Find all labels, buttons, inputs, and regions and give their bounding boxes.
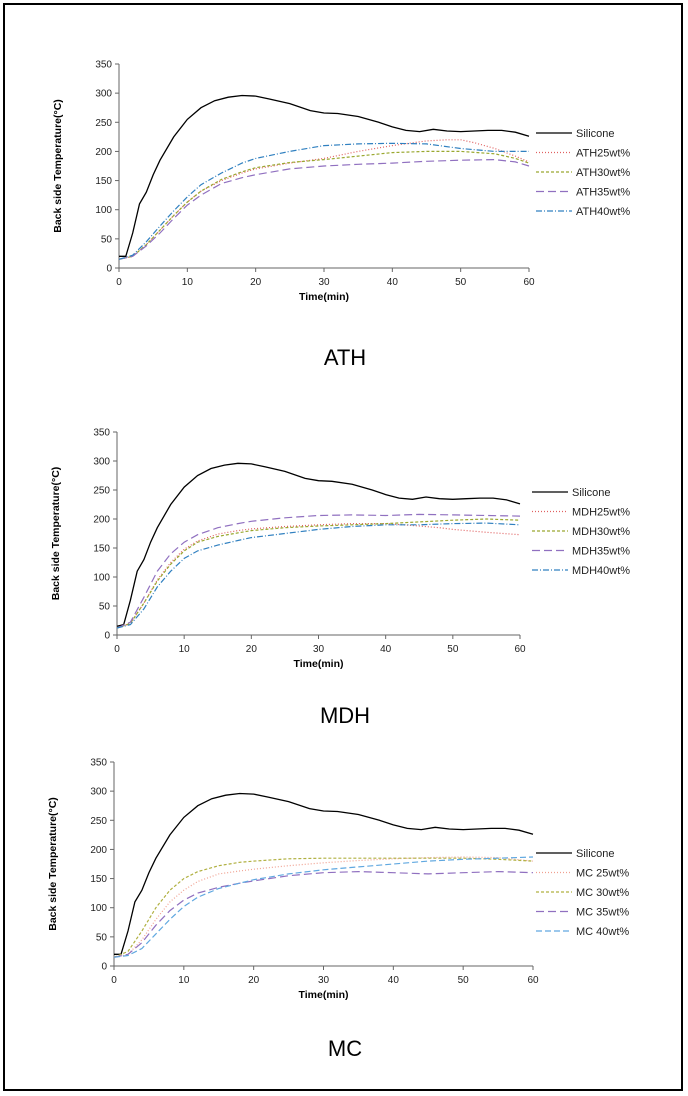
series-line-1 [116,462,521,627]
series-line-5 [118,142,529,260]
x-tick-label: 50 [455,277,467,288]
x-tick-label: 30 [313,644,325,655]
series-line-4 [116,513,521,629]
x-tick-label: 20 [248,975,260,986]
x-tick-label: 20 [246,644,258,655]
y-tick-label: 100 [95,205,112,216]
y-tick-label: 300 [95,89,112,100]
y-tick-label: 0 [104,631,110,642]
figure-frame: 0 50 100 150 200 250 300 350 0 10 20 30 40 50 60 Time(m… [3,3,683,1091]
x-tick-label: 10 [179,644,191,655]
chart-caption: ATH [324,345,366,370]
y-tick-label: 50 [99,602,111,613]
chart-panel-1: 0 50 100 150 200 250 300 350 0 10 20 30 40 50 60 Time(m… [52,60,630,371]
series-line-3 [116,518,521,629]
y-axis-title: Back side Temperature(°C) [47,797,59,931]
legend-label: ATH40wt% [576,206,630,218]
y-tick-label: 350 [93,428,110,439]
series-line-1 [119,94,530,257]
legend-label: Silicone [572,487,611,499]
series-line-5 [116,522,521,629]
x-tick-label: 20 [250,277,262,288]
series-line-1 [114,792,534,955]
x-tick-label: 40 [380,644,392,655]
y-tick-label: 150 [95,176,112,187]
x-axis-title: Time(min) [294,658,344,670]
series-line-2 [116,522,521,629]
y-tick-label: 100 [90,903,107,914]
series-line-4 [118,158,530,260]
series-line-4 [113,870,534,958]
x-tick-label: 0 [114,644,120,655]
y-axis-title: Back side Temperature(°C) [50,467,62,601]
legend-label: MDH40wt% [572,565,630,577]
legend-label: Silicone [576,848,615,860]
chart-panel-3: 0 50 100 150 200 250 300 350 0 10 20 30 40 50 60 Time(m… [47,758,629,1062]
chart-caption: MC [328,1036,362,1061]
series-line-2 [113,856,534,958]
x-tick-label: 50 [458,975,470,986]
y-tick-label: 100 [93,573,110,584]
x-tick-label: 30 [318,975,330,986]
y-tick-label: 0 [101,962,107,973]
y-tick-label: 300 [90,787,107,798]
y-tick-label: 0 [106,264,112,275]
legend-label: MC 40wt% [576,926,629,938]
x-tick-label: 50 [447,644,459,655]
x-tick-label: 60 [523,277,535,288]
y-tick-label: 150 [90,874,107,885]
y-tick-label: 250 [93,486,110,497]
y-tick-label: 350 [90,758,107,769]
legend-label: MC 35wt% [576,907,629,919]
x-axis-title: Time(min) [299,989,349,1001]
y-tick-label: 250 [95,118,112,129]
y-tick-label: 150 [93,544,110,555]
legend-label: MDH35wt% [572,546,630,558]
legend-label: MDH25wt% [572,507,630,519]
y-tick-label: 300 [93,457,110,468]
y-tick-label: 250 [90,816,107,827]
x-tick-label: 10 [182,277,194,288]
chart-panel-2: 0 50 100 150 200 250 300 350 0 10 20 30 40 50 60 Time(m… [50,428,630,729]
legend-label: Silicone [576,128,615,140]
y-axis-title: Back side Temperature(°C) [52,99,64,233]
x-tick-label: 60 [514,644,526,655]
x-tick-label: 30 [318,277,330,288]
x-tick-label: 60 [527,975,539,986]
series-line-5 [113,856,534,958]
x-tick-label: 40 [387,277,399,288]
x-tick-label: 10 [178,975,190,986]
x-axis-title: Time(min) [299,291,349,303]
x-tick-label: 0 [111,975,117,986]
x-tick-label: 0 [116,277,122,288]
y-tick-label: 200 [90,845,107,856]
y-tick-label: 200 [95,147,112,158]
series-line-2 [118,139,530,260]
series-line-3 [113,857,534,958]
legend-label: ATH25wt% [576,148,630,160]
legend-label: MC 30wt% [576,887,629,899]
chart-caption: MDH [320,703,370,728]
legend-label: MC 25wt% [576,868,629,880]
legend-label: ATH30wt% [576,167,630,179]
legend-label: MDH30wt% [572,526,630,538]
y-tick-label: 50 [96,932,108,943]
y-tick-label: 200 [93,515,110,526]
y-tick-label: 350 [95,60,112,71]
series-line-3 [118,150,530,260]
y-tick-label: 50 [101,234,113,245]
legend-label: ATH35wt% [576,187,630,199]
x-tick-label: 40 [388,975,400,986]
